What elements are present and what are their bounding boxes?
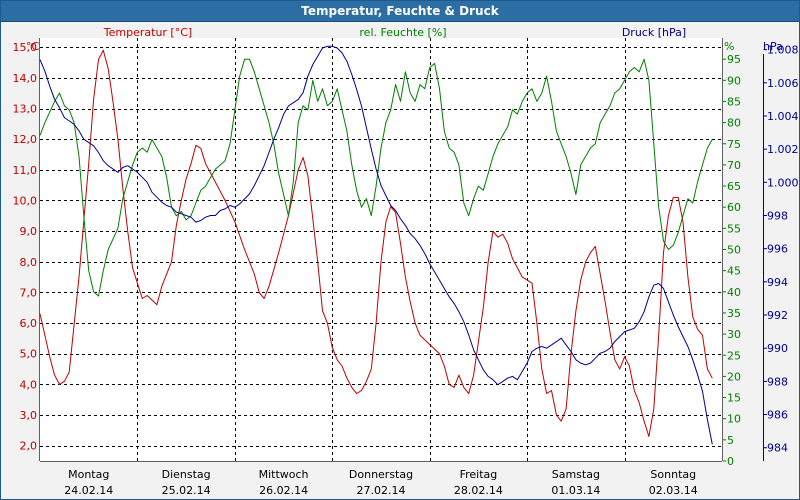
temperature-series-line <box>39 49 713 437</box>
temperature-tick-label-2: 4,0 <box>20 378 38 391</box>
temperature-tick-label-11: 13,0 <box>13 103 38 116</box>
temperature-tick-label-0: 2,0 <box>20 440 38 453</box>
humidity-axis-title: rel. Feuchte [%] <box>359 26 446 39</box>
temperature-tick-label-4: 6,0 <box>20 317 38 330</box>
x-date-label-1: 25.02.14 <box>162 484 211 497</box>
humidity-tick-label-12: 60 <box>727 201 741 214</box>
axis-labels: 2,0 3,0 4,0 5,0 6,0 7,0 8,0 9,0 10,0 11,0 12,0 13,0… <box>13 41 799 497</box>
humidity-tick-label-4: 20 <box>727 370 741 383</box>
humidity-tick-label-1: 5 <box>727 434 734 447</box>
pressure-tick-label-11: 1.006 <box>767 77 799 90</box>
pressure-tick-label-9: 1.002 <box>767 143 799 156</box>
pressure-tick-label-6: 996 <box>767 243 788 256</box>
x-day-label-1: Dienstag <box>162 468 211 481</box>
humidity-tick-label-13: 65 <box>727 180 741 193</box>
temperature-tick-label-6: 8,0 <box>20 256 38 269</box>
pressure-axis-title: Druck [hPa] <box>622 26 686 39</box>
x-day-label-3: Donnerstag <box>349 468 413 481</box>
x-date-label-6: 02.03.14 <box>649 484 698 497</box>
humidity-tick-label-5: 25 <box>727 349 741 362</box>
window-title: Temperatur, Feuchte & Druck <box>1 1 799 22</box>
x-date-label-0: 24.02.14 <box>64 484 113 497</box>
humidity-tick-label-19: 95 <box>727 53 741 66</box>
temperature-tick-label-3: 5,0 <box>20 348 38 361</box>
pressure-tick-label-3: 990 <box>767 342 788 355</box>
plot-area <box>40 38 722 461</box>
temperature-tick-label-12: 14,0 <box>13 72 38 85</box>
series-lines <box>39 45 713 445</box>
temperature-tick-label-5: 7,0 <box>20 286 38 299</box>
pressure-tick-label-12: 1.008 <box>767 44 799 57</box>
x-day-label-4: Freitag <box>460 468 498 481</box>
pressure-tick-label-8: 1.000 <box>767 176 799 189</box>
humidity-tick-label-9: 45 <box>727 265 741 278</box>
humidity-tick-label-16: 80 <box>727 117 741 130</box>
pressure-tick-label-7: 998 <box>767 209 788 222</box>
x-day-label-5: Samstag <box>552 468 600 481</box>
humidity-tick-label-10: 50 <box>727 244 741 257</box>
humidity-tick-label-0: 0 <box>727 455 734 468</box>
axes <box>39 38 767 462</box>
humidity-tick-label-7: 35 <box>727 307 741 320</box>
grid <box>40 38 722 461</box>
humidity-tick-label-6: 30 <box>727 328 741 341</box>
temperature-tick-label-7: 9,0 <box>20 225 38 238</box>
pressure-tick-label-2: 988 <box>767 375 788 388</box>
pressure-tick-label-0: 984 <box>767 442 788 455</box>
x-day-label-0: Montag <box>68 468 109 481</box>
temperature-axis-title: Temperatur [°C] <box>103 26 192 39</box>
x-day-label-6: Sonntag <box>650 468 696 481</box>
temperature-tick-label-10: 12,0 <box>13 133 38 146</box>
temperature-tick-label-13: 15,0 <box>13 41 38 54</box>
humidity-series-line <box>39 58 713 297</box>
pressure-unit-label: hPa <box>763 40 783 53</box>
x-date-label-5: 01.03.14 <box>551 484 600 497</box>
humidity-tick-label-15: 75 <box>727 138 741 151</box>
humidity-tick-label-17: 85 <box>727 95 741 108</box>
pressure-tick-label-1: 986 <box>767 409 788 422</box>
pressure-tick-label-4: 992 <box>767 309 788 322</box>
humidity-tick-label-2: 10 <box>727 413 741 426</box>
temperature-unit-label: °C <box>26 40 40 53</box>
humidity-unit-label: % <box>724 40 734 53</box>
x-date-label-4: 28.02.14 <box>454 484 503 497</box>
pressure-series-line <box>39 45 713 445</box>
pressure-tick-label-5: 994 <box>767 276 788 289</box>
humidity-tick-label-18: 90 <box>727 74 741 87</box>
humidity-tick-label-11: 55 <box>727 222 741 235</box>
humidity-tick-label-3: 15 <box>727 392 741 405</box>
humidity-tick-label-14: 70 <box>727 159 741 172</box>
x-date-label-3: 27.02.14 <box>357 484 406 497</box>
temperature-tick-label-1: 3,0 <box>20 409 38 422</box>
temperature-tick-label-8: 10,0 <box>13 194 38 207</box>
pressure-tick-label-10: 1.004 <box>767 110 799 123</box>
x-day-label-2: Mittwoch <box>259 468 309 481</box>
x-date-label-2: 26.02.14 <box>259 484 308 497</box>
temperature-tick-label-9: 11,0 <box>13 164 38 177</box>
humidity-tick-label-8: 40 <box>727 286 741 299</box>
